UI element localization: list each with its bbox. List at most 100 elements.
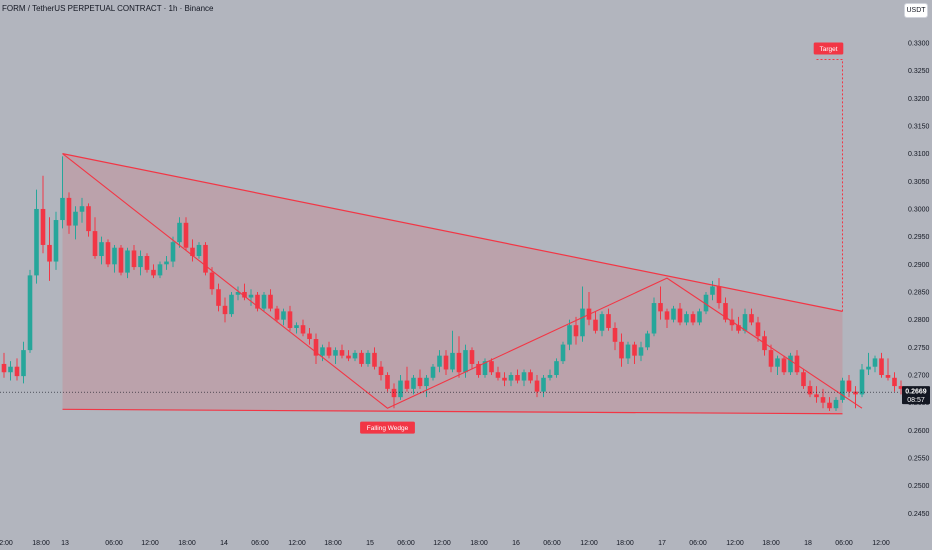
candle-body[interactable] bbox=[437, 355, 442, 367]
candle-body[interactable] bbox=[151, 269, 156, 276]
candle-body[interactable] bbox=[21, 350, 26, 377]
candle-body[interactable] bbox=[203, 244, 208, 273]
candle-body[interactable] bbox=[645, 333, 650, 348]
candle-body[interactable] bbox=[547, 375, 553, 378]
candle-body[interactable] bbox=[567, 325, 572, 345]
candle-body[interactable] bbox=[411, 377, 416, 389]
candle-body[interactable] bbox=[833, 399, 839, 409]
candle-body[interactable] bbox=[248, 294, 254, 298]
wedge-lower-line[interactable] bbox=[62, 408, 843, 415]
candle-body[interactable] bbox=[801, 372, 806, 387]
candle-body[interactable] bbox=[424, 377, 429, 387]
candle-body[interactable] bbox=[846, 380, 852, 392]
candle-body[interactable] bbox=[164, 261, 169, 265]
candle-body[interactable] bbox=[638, 347, 644, 356]
candle-body[interactable] bbox=[554, 361, 559, 376]
candle-body[interactable] bbox=[859, 369, 865, 395]
candle-body[interactable] bbox=[47, 244, 52, 262]
candle-body[interactable] bbox=[703, 294, 709, 312]
wedge-wave-line[interactable] bbox=[62, 153, 863, 409]
candle-body[interactable] bbox=[66, 197, 72, 226]
candle-body[interactable] bbox=[788, 355, 793, 373]
candle-body[interactable] bbox=[209, 272, 215, 290]
candle-body[interactable] bbox=[677, 308, 683, 323]
candle-body[interactable] bbox=[372, 352, 377, 367]
candle-body[interactable] bbox=[768, 350, 774, 367]
candle-body[interactable] bbox=[320, 347, 325, 356]
candle-body[interactable] bbox=[255, 294, 260, 309]
candle-body[interactable] bbox=[560, 344, 566, 362]
candle-body[interactable] bbox=[872, 358, 878, 367]
candle-body[interactable] bbox=[346, 355, 351, 359]
candle-body[interactable] bbox=[450, 352, 455, 370]
candle-body[interactable] bbox=[313, 339, 319, 356]
candle-body[interactable] bbox=[619, 341, 624, 359]
candle-body[interactable] bbox=[99, 242, 104, 257]
candle-body[interactable] bbox=[274, 308, 280, 320]
candle-body[interactable] bbox=[417, 377, 423, 387]
candle-body[interactable] bbox=[157, 264, 163, 276]
candle-body[interactable] bbox=[8, 366, 13, 373]
target-label-box[interactable] bbox=[813, 42, 844, 55]
candle-body[interactable] bbox=[599, 314, 605, 331]
candle-body[interactable] bbox=[287, 311, 293, 328]
candle-body[interactable] bbox=[794, 355, 800, 373]
candle-body[interactable] bbox=[840, 380, 845, 400]
candle-body[interactable] bbox=[710, 286, 715, 295]
candle-body[interactable] bbox=[775, 358, 780, 367]
candle-body[interactable] bbox=[541, 377, 546, 392]
candle-body[interactable] bbox=[489, 361, 494, 373]
candle-body[interactable] bbox=[807, 386, 813, 395]
candle-body[interactable] bbox=[105, 242, 111, 265]
candle-body[interactable] bbox=[170, 242, 176, 262]
candle-body[interactable] bbox=[79, 206, 85, 212]
candle-body[interactable] bbox=[781, 358, 787, 373]
candle-body[interactable] bbox=[229, 294, 234, 315]
candle-body[interactable] bbox=[190, 247, 195, 257]
candle-body[interactable] bbox=[755, 322, 761, 337]
candle-body[interactable] bbox=[814, 394, 819, 398]
candle-body[interactable] bbox=[268, 294, 273, 309]
candle-body[interactable] bbox=[671, 308, 676, 320]
candle-body[interactable] bbox=[885, 375, 891, 378]
candle-body[interactable] bbox=[508, 375, 514, 381]
candle-body[interactable] bbox=[86, 206, 91, 232]
candle-body[interactable] bbox=[1, 363, 7, 373]
candle-body[interactable] bbox=[53, 220, 59, 262]
candle-body[interactable] bbox=[482, 361, 488, 376]
candle-body[interactable] bbox=[892, 377, 897, 387]
candle-body[interactable] bbox=[326, 347, 332, 356]
candle-body[interactable] bbox=[242, 291, 247, 298]
candle-body[interactable] bbox=[502, 377, 507, 381]
currency-button[interactable]: USDT bbox=[904, 3, 928, 18]
candle-body[interactable] bbox=[131, 250, 137, 268]
candle-body[interactable] bbox=[528, 372, 533, 381]
candle-body[interactable] bbox=[697, 311, 702, 323]
candle-body[interactable] bbox=[385, 375, 390, 389]
candle-body[interactable] bbox=[359, 352, 364, 364]
candle-body[interactable] bbox=[593, 319, 598, 331]
candle-body[interactable] bbox=[27, 275, 33, 351]
candle-body[interactable] bbox=[853, 391, 858, 395]
candle-body[interactable] bbox=[534, 380, 540, 392]
candle-body[interactable] bbox=[898, 386, 904, 389]
candle-body[interactable] bbox=[749, 314, 754, 323]
candle-body[interactable] bbox=[463, 350, 468, 373]
candle-body[interactable] bbox=[476, 363, 481, 376]
candle-body[interactable] bbox=[736, 325, 741, 331]
candle-body[interactable] bbox=[144, 256, 150, 270]
candle-body[interactable] bbox=[216, 289, 221, 306]
candle-body[interactable] bbox=[391, 388, 397, 398]
candle-body[interactable] bbox=[339, 350, 345, 356]
candle-body[interactable] bbox=[40, 208, 46, 245]
candle-body[interactable] bbox=[378, 366, 384, 376]
candle-body[interactable] bbox=[684, 314, 689, 323]
candle-body[interactable] bbox=[177, 222, 182, 243]
candle-body[interactable] bbox=[729, 319, 735, 326]
candle-body[interactable] bbox=[723, 303, 728, 320]
candle-body[interactable] bbox=[92, 231, 98, 257]
candle-body[interactable] bbox=[716, 286, 722, 304]
candle-body[interactable] bbox=[606, 314, 611, 328]
candle-body[interactable] bbox=[690, 314, 696, 323]
